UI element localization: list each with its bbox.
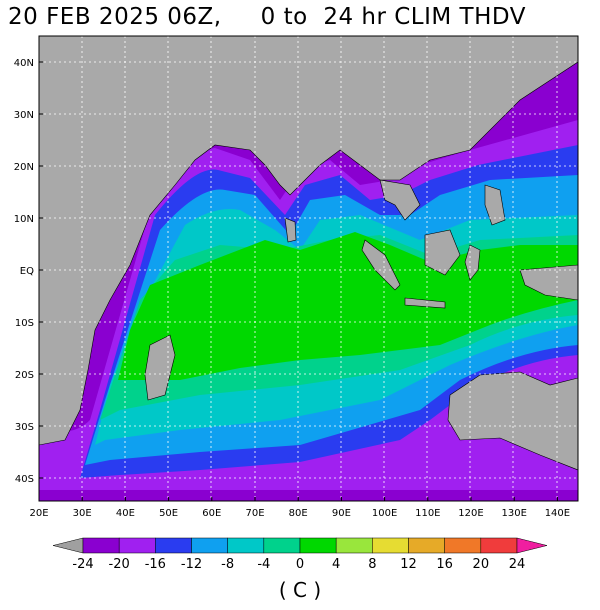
colorbar-swatch <box>118 537 156 554</box>
lon-tick-label: 120E <box>458 508 483 519</box>
map-title: 20 FEB 2025 06Z, 0 to 24 hr CLIM THDV <box>8 4 526 30</box>
lon-tick-label: 70E <box>245 508 264 519</box>
lat-tick-label: 20S <box>15 370 34 381</box>
colorbar-swatch <box>299 537 337 554</box>
colorbar-tick-label: -16 <box>145 557 166 572</box>
colorbar-swatch <box>155 537 192 554</box>
lon-tick-label: 50E <box>159 508 178 519</box>
land-indochina <box>379 179 421 221</box>
land-asia-africa <box>39 36 578 446</box>
colorbar-swatch <box>82 537 120 554</box>
colorbar: -24 -20 -16 -12 -8 -4 0 4 8 12 16 20 24 <box>52 537 548 572</box>
lon-tick-label: 90E <box>332 508 351 519</box>
colorbar-tick-label: -12 <box>181 557 202 572</box>
colorbar-tick-label: 0 <box>296 557 304 572</box>
lon-tick-label: 110E <box>415 508 440 519</box>
colorbar-tick-label: -8 <box>221 557 234 572</box>
colorbar-swatch <box>191 537 228 554</box>
colorbar-unit: ( C ) <box>278 578 322 602</box>
contour-zero <box>118 232 578 380</box>
map-frame <box>38 35 579 502</box>
lon-tick-label: 130E <box>501 508 526 519</box>
colorbar-tick-label: -20 <box>109 557 130 572</box>
colorbar-tick-label: 24 <box>509 557 526 572</box>
lat-tick-label: 20N <box>14 162 34 173</box>
land-madagascar <box>144 334 176 401</box>
lat-tick-label: 10N <box>14 214 34 225</box>
colorbar-tick-label: 12 <box>400 557 417 572</box>
lat-tick-label: 30N <box>14 110 34 121</box>
colorbar-swatch <box>480 537 518 554</box>
land-sumatra <box>361 239 401 291</box>
lon-tick-label: 40E <box>116 508 135 519</box>
colorbar-swatch <box>372 537 409 554</box>
lat-tick-label: 40S <box>15 474 34 485</box>
colorbar-swatch <box>263 537 301 554</box>
colorbar-tick-label: 8 <box>368 557 376 572</box>
colorbar-tick-label: 4 <box>332 557 340 572</box>
colorbar-tick-label: -24 <box>72 557 93 572</box>
land-sulawesi <box>464 244 481 281</box>
colorbar-tick-label: 16 <box>436 557 453 572</box>
lon-tick-label: 80E <box>289 508 308 519</box>
colorbar-swatch <box>444 537 482 554</box>
lon-tick-label: 30E <box>73 508 92 519</box>
colorbar-under-arrow <box>52 537 84 554</box>
lon-tick-label: 140E <box>545 508 570 519</box>
colorbar-swatch <box>335 537 373 554</box>
lat-tick-label: 30S <box>15 422 34 433</box>
land-borneo <box>424 229 461 276</box>
lon-tick-label: 60E <box>202 508 221 519</box>
colorbar-swatch <box>408 537 445 554</box>
colorbar-swatch <box>227 537 265 554</box>
colorbar-tick-label: 20 <box>473 557 490 572</box>
map-plot-area <box>39 36 578 501</box>
lat-axis: 40N 30N 20N 10N EQ 10S 20S 30S 40S <box>14 58 43 485</box>
lon-axis: 20E 30E 40E 50E 60E 70E 80E 90E 100E 110E 120E 130E… <box>29 497 570 519</box>
land-newguinea <box>519 264 578 301</box>
land-srilanka <box>284 217 297 243</box>
lon-tick-label: 20E <box>29 508 48 519</box>
land-philippines <box>484 184 506 226</box>
lat-tick-label: 40N <box>14 58 34 69</box>
lat-tick-label: EQ <box>20 266 34 277</box>
lat-tick-label: 10S <box>15 318 34 329</box>
colorbar-over-arrow <box>516 537 548 554</box>
land-java <box>404 297 446 309</box>
lon-tick-label: 100E <box>372 508 397 519</box>
colorbar-tick-label: -4 <box>257 557 270 572</box>
